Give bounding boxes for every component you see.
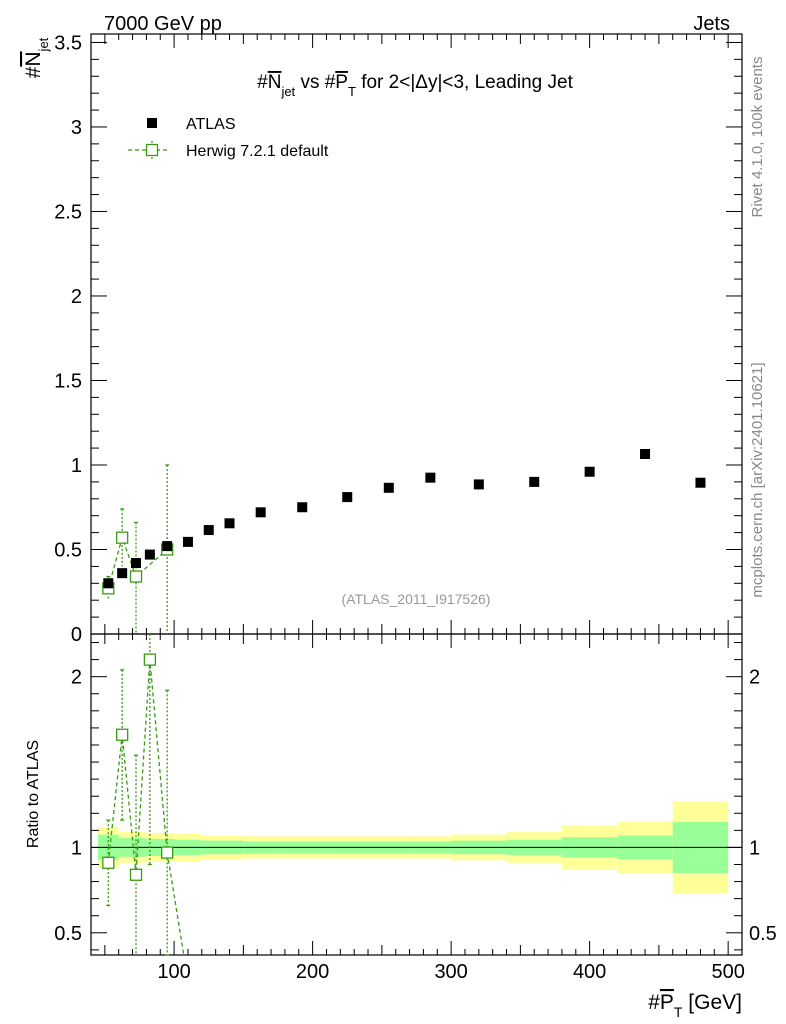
axis-tick-labels: 0 0.5 1 1.5 2 2.5 3 3.5 0.5 0.5 1 1 2 2 100 200 300 400 50… bbox=[54, 32, 777, 983]
atlas-data-point bbox=[584, 466, 595, 477]
legend-herwig-label: Herwig 7.2.1 default bbox=[186, 143, 329, 160]
main-y-tick-label: 3.5 bbox=[54, 32, 82, 54]
atlas-data-point bbox=[695, 477, 706, 488]
main-y-tick-label: 1 bbox=[71, 455, 82, 477]
mc-ratio-point bbox=[102, 856, 115, 869]
ratio-y-tick-label-left: 1 bbox=[71, 837, 82, 859]
ratio-y-tick-label-right: 0.5 bbox=[749, 923, 777, 945]
x-tick-label: 300 bbox=[434, 961, 467, 983]
atlas-data-point bbox=[473, 479, 484, 490]
main-y-tick-label: 0.5 bbox=[54, 539, 82, 561]
atlas-data-point bbox=[342, 492, 353, 503]
mc-main-line bbox=[107, 535, 168, 589]
main-y-tick-label: 2 bbox=[71, 286, 82, 308]
main-y-axis-title: #Njet bbox=[22, 37, 51, 78]
legend-atlas-marker bbox=[147, 118, 157, 128]
header-process-label: Jets bbox=[693, 13, 730, 35]
atlas-series-main bbox=[103, 449, 706, 589]
atlas-data-point bbox=[255, 507, 266, 518]
atlas-data-point bbox=[182, 536, 193, 547]
atlas-data-point bbox=[203, 525, 214, 536]
atlas-data-point bbox=[529, 476, 540, 487]
atlas-data-point bbox=[224, 518, 235, 529]
main-y-tick-label: 1.5 bbox=[54, 370, 82, 392]
ratio-y-tick-label-right: 1 bbox=[749, 837, 760, 859]
atlas-data-point bbox=[144, 549, 155, 560]
legend-atlas-label: ATLAS bbox=[186, 116, 236, 133]
mc-ratio-point bbox=[143, 653, 157, 666]
x-tick-label: 100 bbox=[157, 961, 190, 983]
plot-frames bbox=[90, 33, 743, 956]
ratio-plot-frame bbox=[90, 633, 743, 956]
ratio-y-tick-label-left: 0.5 bbox=[54, 923, 82, 945]
main-y-tick-label: 2.5 bbox=[54, 201, 82, 223]
axis-ticks bbox=[91, 34, 742, 955]
side-label-mcplots: mcplots.cern.ch [arXiv:2401.10621] bbox=[749, 362, 766, 597]
mc-ratio-point bbox=[161, 846, 174, 859]
legend-herwig-marker bbox=[145, 143, 159, 157]
x-tick-label: 400 bbox=[573, 961, 606, 983]
ratio-y-tick-label-right: 2 bbox=[749, 667, 760, 689]
mc-series-ratio bbox=[102, 634, 185, 956]
atlas-data-point bbox=[297, 502, 308, 513]
atlas-data-point bbox=[162, 541, 173, 552]
main-plot-title: #Njet vs #PT for 2<|Δy|<3, Leading Jet bbox=[257, 72, 573, 99]
x-tick-label: 500 bbox=[711, 961, 744, 983]
side-label-rivet: Rivet 4.1.0, 100k events bbox=[749, 57, 766, 218]
atlas-data-point bbox=[103, 578, 114, 589]
legend: ATLAS Herwig 7.2.1 default bbox=[128, 116, 329, 160]
mc-ratio-line bbox=[107, 659, 185, 956]
mc-ratio-point bbox=[129, 868, 143, 881]
analysis-id-label: (ATLAS_2011_I917526) bbox=[342, 591, 491, 607]
mc-main-point bbox=[129, 570, 143, 583]
atlas-data-point bbox=[425, 472, 436, 483]
atlas-data-point bbox=[640, 449, 651, 459]
mc-ratio-point bbox=[116, 728, 129, 741]
ratio-y-axis-title: Ratio to ATLAS bbox=[25, 740, 42, 848]
ratio-y-tick-label-left: 2 bbox=[71, 667, 82, 689]
atlas-data-point bbox=[117, 568, 128, 579]
atlas-data-point bbox=[131, 558, 142, 569]
header-energy-label: 7000 GeV pp bbox=[104, 13, 222, 35]
ratio-uncertainty-bands bbox=[91, 801, 742, 894]
x-axis-title: #PT [GeV] bbox=[648, 991, 742, 1020]
main-y-tick-label: 3 bbox=[71, 117, 82, 139]
x-tick-label: 200 bbox=[296, 961, 329, 983]
mc-main-point bbox=[116, 531, 129, 544]
atlas-data-point bbox=[383, 482, 394, 493]
main-y-tick-label: 0 bbox=[71, 624, 82, 646]
